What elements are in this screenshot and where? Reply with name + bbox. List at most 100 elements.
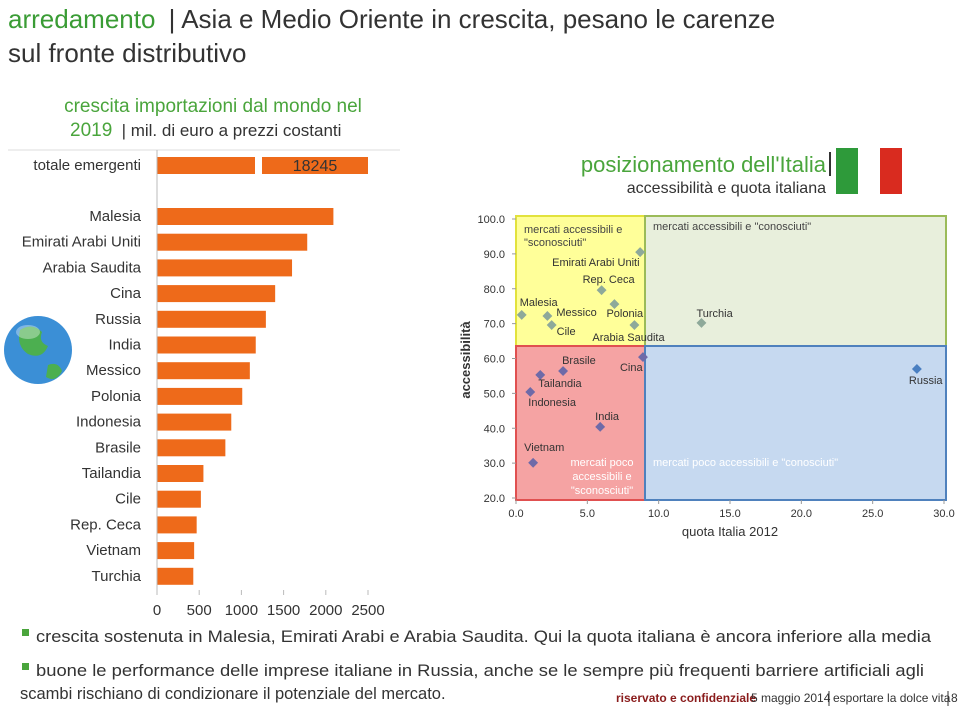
y-tick-label: 100.0 (477, 214, 505, 226)
point-label: Polonia (606, 308, 644, 320)
bullet-text: scambi rischiano di condizionare il pote… (20, 685, 446, 703)
y-tick-label: 50.0 (484, 388, 505, 400)
category-label: Vietnam (86, 542, 141, 559)
bullet-marker (22, 629, 29, 636)
category-label: Tailandia (82, 465, 142, 482)
footer-label: riservato e confidenziale (616, 691, 756, 705)
point-label: Arabia Saudita (592, 332, 665, 344)
data-point (546, 320, 557, 330)
category-label: Turchia (92, 568, 142, 585)
data-point (635, 247, 646, 258)
x-tick-label: 10.0 (648, 508, 669, 520)
y-tick-label: 80.0 (484, 284, 505, 296)
globe-icon (4, 316, 72, 384)
scatter-subtitle: accessibilità e quota italiana (627, 180, 826, 197)
quadrant-label: mercati accessibili e (524, 224, 622, 236)
x-tick-label: 15.0 (719, 508, 740, 520)
y-tick-label: 20.0 (484, 493, 505, 505)
bar (157, 259, 293, 277)
bar (157, 285, 276, 303)
bar (157, 465, 204, 482)
bar-chart-title-year: 2019 (70, 120, 112, 141)
point-label: Turchia (696, 308, 733, 320)
category-label: Cile (115, 491, 141, 508)
x-tick-label: 2000 (309, 602, 342, 619)
y-axis-label: accessibilità (458, 321, 473, 399)
category-label: Polonia (91, 388, 142, 405)
quadrant (515, 215, 646, 347)
bar (157, 439, 226, 457)
x-axis-label: quota Italia 2012 (682, 524, 778, 539)
point-label: Tailandia (538, 378, 582, 390)
bar-continuation (262, 157, 368, 174)
bar (157, 362, 250, 380)
y-tick-label: 90.0 (484, 249, 505, 261)
footer-tagline: esportare la dolce vita (833, 691, 951, 705)
footer-page: 8 (951, 691, 958, 705)
x-tick-label: 2500 (351, 602, 384, 619)
bar (157, 567, 194, 585)
slide-title-line-2: sul fronte distributivo (8, 38, 246, 68)
x-tick-label: 1500 (267, 602, 300, 619)
x-tick-label: 0.0 (508, 508, 523, 520)
footer-date: 5 maggio 2014 (751, 691, 831, 705)
quadrant-label: "sconosciuti" (571, 485, 633, 497)
category-label: Cina (110, 285, 142, 302)
bar (157, 490, 201, 508)
bullet-text: crescita sostenuta in Malesia, Emirati A… (36, 628, 932, 646)
quadrant-label: mercati poco accessibili e "conosciuti" (653, 457, 838, 469)
bar (157, 208, 334, 225)
bar (157, 157, 255, 174)
x-tick-label: 1000 (225, 602, 258, 619)
category-label: totale emergenti (33, 157, 141, 174)
category-label: Malesia (89, 208, 141, 225)
data-point (558, 366, 569, 377)
x-tick-label: 500 (187, 602, 212, 619)
data-point (911, 364, 922, 374)
point-label: Vietnam (524, 442, 564, 454)
y-tick-label: 30.0 (484, 458, 505, 470)
category-label: Indonesia (76, 414, 142, 431)
quadrant-label: accessibili e (572, 471, 631, 483)
category-label: Rep. Ceca (70, 516, 142, 533)
category-label: India (108, 337, 141, 354)
point-label: Cina (620, 362, 644, 374)
y-tick-label: 40.0 (484, 423, 505, 435)
data-point (596, 285, 607, 296)
category-label: Messico (86, 362, 141, 379)
category-label: Russia (95, 311, 142, 328)
x-tick-label: 30.0 (933, 508, 954, 520)
bar (157, 542, 195, 560)
slide-title: arredamento | Asia e Medio Oriente in cr… (8, 4, 775, 34)
data-point (609, 299, 620, 310)
quadrant-label: mercati poco (571, 457, 634, 469)
category-label: Emirati Arabi Uniti (22, 234, 141, 251)
data-point (528, 457, 539, 468)
data-point (542, 311, 553, 321)
y-tick-label: 60.0 (484, 354, 505, 366)
category-label: Arabia Saudita (43, 259, 142, 276)
point-label: Messico (556, 307, 596, 319)
bar (157, 413, 232, 431)
point-label: Malesia (520, 297, 559, 309)
data-point (595, 421, 606, 432)
title-line: | Asia e Medio Oriente in crescita, pesa… (169, 4, 776, 34)
bullet-marker (22, 663, 29, 670)
x-tick-label: 0 (153, 602, 161, 619)
data-point (629, 320, 640, 330)
quadrant (644, 215, 947, 347)
scatter-title: posizionamento dell'Italia (581, 152, 827, 177)
quadrant-label: mercati accessibili e "conosciuti" (653, 221, 811, 233)
bullet-text: buone le performance delle imprese itali… (36, 662, 924, 680)
category-label: Brasile (95, 439, 141, 456)
x-tick-label: 25.0 (862, 508, 883, 520)
title-lead: arredamento (8, 4, 155, 34)
quadrant (515, 345, 646, 501)
y-tick-label: 70.0 (484, 319, 505, 331)
point-label: Russia (909, 375, 944, 387)
point-label: Cile (557, 326, 576, 338)
quadrant-label: "sconosciuti" (524, 237, 586, 249)
bar (157, 336, 256, 354)
x-tick-label: 20.0 (791, 508, 812, 520)
